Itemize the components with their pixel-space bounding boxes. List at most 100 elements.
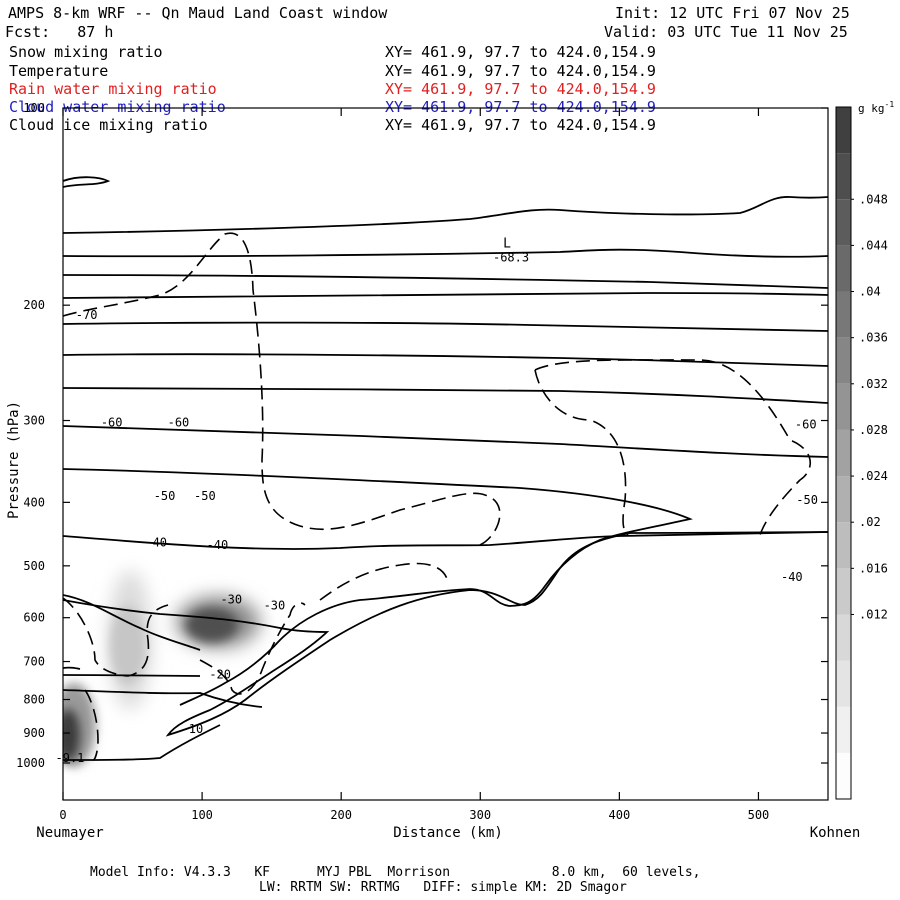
field-xy: XY= 461.9, 97.7 to 424.0,154.9 — [385, 98, 656, 116]
contour-line — [63, 274, 828, 289]
colorbar-swatch — [836, 291, 851, 338]
colorbar-swatch — [836, 383, 851, 430]
contour-line — [63, 531, 828, 737]
colorbar-swatch — [836, 199, 851, 246]
colorbar-label: .036 — [859, 331, 888, 345]
contour-line — [63, 176, 111, 188]
contour-label: -30 — [264, 599, 286, 613]
y-tick-label: 300 — [23, 414, 45, 428]
contour-line — [63, 353, 828, 367]
colorbar-label: .048 — [859, 192, 888, 206]
contour-label: -40 — [145, 536, 167, 550]
x-end-station: Kohnen — [810, 825, 861, 841]
x-tick-label: 400 — [609, 808, 631, 822]
field-name: Temperature — [9, 62, 109, 80]
colorbar-label: .012 — [859, 607, 888, 621]
colorbar-unit: g kg-1 — [858, 100, 894, 115]
contour-label: -9.1 — [56, 751, 85, 765]
field-xy: XY= 461.9, 97.7 to 424.0,154.9 — [385, 80, 656, 98]
x-tick-label: 500 — [748, 808, 770, 822]
y-tick-label: 400 — [23, 495, 45, 509]
snow-shade-core — [186, 608, 238, 642]
dashed-contour — [199, 602, 306, 695]
contour-label: -30 — [220, 593, 242, 607]
contour-label: -40 — [207, 538, 229, 552]
field-xy: XY= 461.9, 97.7 to 424.0,154.9 — [385, 62, 656, 80]
x-axis-label: Distance (km) — [393, 825, 503, 841]
colorbar-swatch — [836, 153, 851, 200]
contour-line — [63, 594, 201, 651]
colorbar-swatch — [836, 522, 851, 569]
dashed-contour — [534, 369, 629, 536]
y-tick-label: 700 — [23, 655, 45, 669]
contour-labels: -70 -60 -60 -60 -50 -50 -50 -40 -40 -40 -30 -30 -20 -… — [56, 308, 818, 765]
colorbar-swatch — [836, 614, 851, 661]
low-marker: L — [503, 236, 511, 251]
y-tick-label: 1000 — [16, 756, 45, 770]
contour-label: -70 — [76, 308, 98, 322]
init-time: Init: 12 UTC Fri 07 Nov 25 — [615, 4, 850, 22]
contour-label: -10 — [182, 722, 204, 736]
y-tick-label: 800 — [23, 693, 45, 707]
y-axis-ticks: 100 200 300 400 500 600 700 800 900 1000 — [16, 101, 828, 770]
contour-label: -60 — [101, 415, 123, 429]
colorbar-label: .032 — [859, 377, 888, 391]
y-axis-label: Pressure (hPa) — [6, 401, 22, 519]
colorbar-label: .028 — [859, 423, 888, 437]
contour-label: -20 — [209, 667, 231, 681]
x-tick-label: 300 — [469, 808, 491, 822]
low-value: -68.3 — [493, 250, 529, 264]
dashed-contour — [534, 359, 812, 536]
y-tick-label: 100 — [23, 101, 45, 115]
contour-line — [63, 689, 263, 708]
colorbar-label: .016 — [859, 561, 888, 575]
x-tick-label: 200 — [330, 808, 352, 822]
model-info-line2: LW: RRTM SW: RRTMG DIFF: simple KM: 2D S… — [259, 880, 627, 895]
page-title: AMPS 8-km WRF -- Qn Maud Land Coast wind… — [8, 4, 388, 22]
contour-line — [63, 425, 828, 458]
colorbar-swatch — [836, 476, 851, 523]
colorbar-swatch — [836, 429, 851, 477]
x-tick-label: 100 — [191, 808, 213, 822]
colorbar-label: .044 — [859, 238, 888, 252]
dashed-contour — [319, 562, 449, 601]
y-tick-label: 600 — [23, 611, 45, 625]
dashed-contour — [84, 689, 99, 761]
colorbar-swatch — [836, 568, 851, 615]
contour-label: -50 — [796, 493, 818, 507]
y-tick-label: 200 — [23, 298, 45, 312]
valid-time: Valid: 03 UTC Tue 11 Nov 25 — [604, 23, 848, 41]
forecast-hour: Fcst: 87 h — [5, 23, 114, 41]
field-xy: XY= 461.9, 97.7 to 424.0,154.9 — [385, 116, 656, 134]
field-name: Cloud ice mixing ratio — [9, 116, 208, 134]
colorbar-swatch — [836, 660, 851, 707]
field-xy: XY= 461.9, 97.7 to 424.0,154.9 — [385, 43, 656, 61]
temperature-contours — [63, 176, 828, 761]
contour-label: -60 — [168, 415, 190, 429]
y-tick-label: 900 — [23, 726, 45, 740]
field-name: Snow mixing ratio — [9, 43, 163, 61]
y-tick-label: 500 — [23, 559, 45, 573]
contour-line — [63, 674, 201, 677]
contour-label: -50 — [194, 489, 216, 503]
x-tick-label: 0 — [59, 808, 66, 822]
model-info-line1: Model Info: V4.3.3 KF MYJ PBL Morrison 8… — [90, 865, 701, 880]
colorbar-swatch — [836, 337, 851, 384]
contour-label: -40 — [781, 570, 803, 584]
x-axis-ticks: 0 100 200 300 400 500 — [59, 108, 769, 822]
plot-frame — [62, 107, 829, 801]
colorbar-frame — [835, 106, 852, 800]
colorbar-label: .024 — [859, 469, 888, 483]
colorbar-label: .02 — [859, 515, 881, 529]
x-start-station: Neumayer — [36, 825, 103, 841]
contour-line — [63, 387, 828, 404]
contour-line — [63, 196, 828, 234]
contour-line — [63, 531, 828, 550]
contour-line — [63, 666, 81, 670]
colorbar: .048 .044 .04 .036 .032 .028 .024 .02 .016 .012 — [835, 106, 888, 800]
contour-label: -50 — [154, 489, 176, 503]
snow-shade-surface-core — [63, 709, 80, 761]
colorbar-swatch — [836, 752, 851, 799]
field-name: Cloud water mixing ratio — [9, 98, 226, 116]
